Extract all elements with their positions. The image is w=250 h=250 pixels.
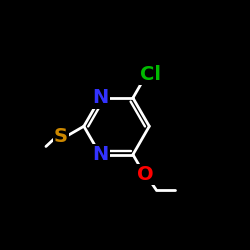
Text: N: N bbox=[92, 88, 108, 108]
Text: N: N bbox=[92, 145, 108, 164]
Text: Cl: Cl bbox=[140, 65, 161, 84]
Text: O: O bbox=[137, 165, 154, 184]
Text: S: S bbox=[54, 127, 68, 146]
